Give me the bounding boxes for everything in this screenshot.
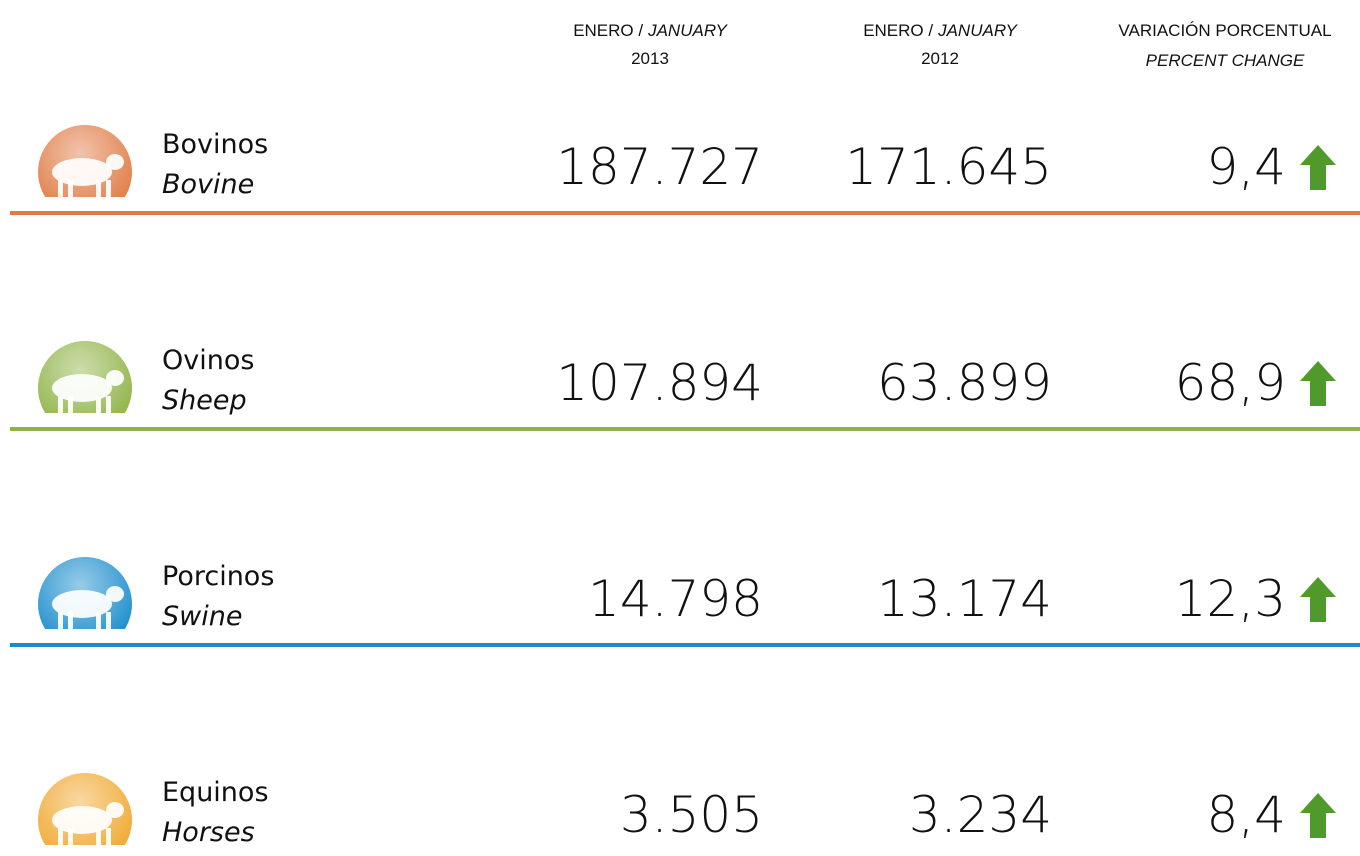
header-year: 2013 xyxy=(631,49,669,68)
column-header: ENERO / JANUARY xyxy=(863,21,1018,40)
icon-leg xyxy=(68,396,73,413)
icon-leg xyxy=(96,396,101,413)
icon-head xyxy=(106,802,124,818)
name-es: Equinos xyxy=(162,777,269,808)
value-2012: 171.645 xyxy=(845,138,1052,196)
value-2012: 63.899 xyxy=(877,354,1052,412)
icon-leg xyxy=(106,396,111,413)
icon-head xyxy=(106,154,124,170)
row-rule xyxy=(10,643,1360,647)
icon-body xyxy=(52,374,112,402)
value-2013: 3.505 xyxy=(620,786,763,844)
up-arrow xyxy=(1300,577,1336,622)
icon-leg xyxy=(58,396,63,413)
up-arrow xyxy=(1300,361,1336,406)
name-es: Ovinos xyxy=(162,345,254,376)
value-2013: 187.727 xyxy=(556,138,763,196)
name-es: Bovinos xyxy=(162,129,268,160)
row: Bovinos Bovine 187.727 171.645 9,4 xyxy=(10,125,1360,215)
name-en: Bovine xyxy=(162,169,254,200)
icon-body xyxy=(52,590,112,618)
icon-head xyxy=(106,370,124,386)
icon-leg xyxy=(96,180,101,197)
row-rule xyxy=(10,427,1360,431)
animal-icon xyxy=(38,341,132,413)
icon-leg xyxy=(68,612,73,629)
icon-leg xyxy=(96,828,101,845)
icon-leg xyxy=(106,612,111,629)
header-es: ENERO / xyxy=(573,21,643,40)
value-2013: 14.798 xyxy=(588,570,763,628)
column-header: VARIACIÓN PORCENTUAL xyxy=(1118,21,1331,40)
up-arrow xyxy=(1300,793,1336,838)
row: Equinos Horses 3.505 3.234 8,4 xyxy=(38,773,1336,848)
icon-leg xyxy=(106,828,111,845)
icon-leg xyxy=(96,612,101,629)
header-es: ENERO / xyxy=(863,21,933,40)
icon-leg xyxy=(58,828,63,845)
percent-change: 8,4 xyxy=(1206,786,1286,844)
row-rule xyxy=(10,211,1360,215)
value-2012: 3.234 xyxy=(909,786,1052,844)
percent-change: 12,3 xyxy=(1175,570,1286,628)
animal-icon xyxy=(38,125,132,197)
icon-leg xyxy=(68,180,73,197)
icon-leg xyxy=(58,180,63,197)
icon-head xyxy=(106,586,124,602)
icon-leg xyxy=(58,612,63,629)
percent-change: 68,9 xyxy=(1175,354,1286,412)
row: Porcinos Swine 14.798 13.174 12,3 xyxy=(10,557,1360,647)
row: Ovinos Sheep 107.894 63.899 68,9 xyxy=(10,341,1360,431)
icon-leg xyxy=(106,180,111,197)
header-en: JANUARY xyxy=(937,21,1018,40)
header-en: PERCENT CHANGE xyxy=(1146,51,1305,70)
name-es: Porcinos xyxy=(162,561,274,592)
icon-body xyxy=(52,806,112,834)
name-en: Sheep xyxy=(162,385,247,416)
animal-icon xyxy=(38,557,132,629)
icon-body xyxy=(52,158,112,186)
value-2013: 107.894 xyxy=(556,354,763,412)
percent-change: 9,4 xyxy=(1206,138,1286,196)
up-arrow xyxy=(1300,145,1336,190)
header-year: 2012 xyxy=(921,49,959,68)
header-es: VARIACIÓN PORCENTUAL xyxy=(1118,21,1331,40)
header-en: JANUARY xyxy=(647,21,728,40)
animal-icon xyxy=(38,773,132,845)
icon-leg xyxy=(68,828,73,845)
column-header: ENERO / JANUARY xyxy=(573,21,728,40)
value-2012: 13.174 xyxy=(877,570,1052,628)
name-en: Horses xyxy=(162,817,255,848)
name-en: Swine xyxy=(162,601,242,632)
